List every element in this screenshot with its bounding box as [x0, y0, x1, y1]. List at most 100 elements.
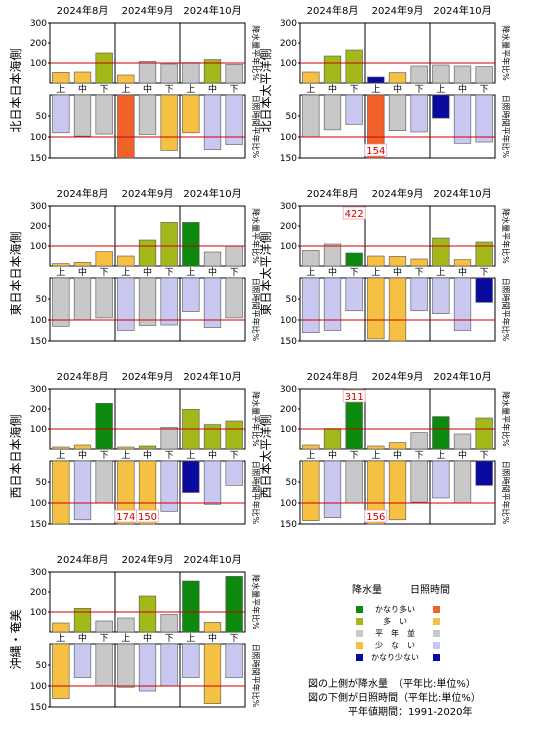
- legend-label: かなり少ない: [371, 653, 419, 662]
- legend-label: 多 い: [383, 617, 407, 626]
- sunshine-tick-label: 150: [30, 520, 47, 530]
- region-label: 東日本日本海側: [8, 231, 23, 315]
- precip-bar: [203, 251, 222, 267]
- precip-bar: [160, 222, 178, 267]
- sunshine-tick-label: 100: [30, 499, 47, 509]
- legend-note-precip: 図の上側が降水量 （平年比:単位%）: [308, 679, 476, 690]
- sunshine-tick-label: 150: [280, 520, 297, 530]
- legend-note-sunshine: 図の下側が日照時間（平年比:単位%）: [308, 693, 481, 704]
- category-label: 上: [436, 84, 445, 95]
- legend-label: 少 な い: [375, 641, 415, 650]
- sunshine-bar: [160, 643, 178, 687]
- precip-bar: [203, 424, 222, 450]
- sunshine-bar: [410, 460, 428, 503]
- category-label: 上: [121, 450, 130, 461]
- category-label: 上: [186, 450, 195, 461]
- sunshine-bar: [475, 277, 493, 303]
- precip-axis-title: 降水量平年比%: [251, 25, 261, 81]
- sunshine-axis-title: 日照時間平年比%: [251, 644, 261, 708]
- sunshine-bar: [345, 277, 363, 312]
- sunshine-bar: [323, 94, 342, 131]
- category-label: 下: [230, 451, 239, 461]
- category-label: 下: [230, 268, 239, 278]
- category-label: 中: [328, 266, 337, 278]
- legend-label: 平 年 並: [375, 629, 415, 638]
- category-label: 下: [230, 85, 239, 95]
- sunshine-bar: [73, 460, 92, 521]
- category-label: 中: [328, 449, 337, 461]
- sunshine-bar: [410, 277, 428, 312]
- precip-bar: [345, 388, 363, 450]
- sunshine-bar: [453, 277, 472, 331]
- precip-bar: [203, 59, 222, 84]
- sunshine-bar: [117, 460, 135, 525]
- precip-bar: [73, 444, 92, 450]
- category-label: 中: [393, 266, 402, 278]
- precip-bar: [388, 256, 407, 267]
- precip-bar: [432, 416, 450, 450]
- precip-tick-label: 300: [30, 202, 47, 212]
- precip-bar: [95, 620, 113, 633]
- precip-bar: [367, 76, 385, 84]
- month-label: 2024年9月: [372, 4, 424, 17]
- precip-bar: [388, 72, 407, 84]
- month-label: 2024年10月: [183, 187, 241, 200]
- sunshine-bar: [453, 460, 472, 504]
- precip-axis-title: 降水量平年比%: [251, 574, 261, 630]
- sunshine-bar: [73, 94, 92, 137]
- category-label: 上: [371, 84, 380, 95]
- category-label: 下: [350, 268, 359, 278]
- month-label: 2024年9月: [372, 187, 424, 200]
- sunshine-bar: [182, 277, 200, 312]
- category-label: 下: [415, 268, 424, 278]
- sunshine-bar: [432, 460, 450, 499]
- precip-bar: [225, 576, 243, 633]
- month-label: 2024年8月: [307, 4, 359, 17]
- precip-bar: [410, 432, 428, 450]
- category-label: 中: [393, 449, 402, 461]
- sunshine-bar: [203, 94, 222, 150]
- precip-bar: [52, 263, 70, 267]
- category-label: 中: [458, 266, 467, 278]
- precip-bar: [367, 445, 385, 450]
- sunshine-bar: [432, 94, 450, 119]
- category-label: 中: [78, 83, 87, 95]
- sunshine-bar: [182, 94, 200, 134]
- month-label: 2024年8月: [307, 370, 359, 383]
- sunshine-bar: [432, 277, 450, 315]
- month-label: 2024年10月: [433, 370, 491, 383]
- precip-tick-label: 200: [30, 405, 47, 415]
- sunshine-bar: [138, 94, 157, 135]
- category-label: 下: [480, 268, 489, 278]
- month-label: 2024年10月: [183, 4, 241, 17]
- month-label: 2024年8月: [307, 187, 359, 200]
- month-label: 2024年9月: [122, 553, 174, 566]
- category-label: 下: [230, 634, 239, 644]
- precip-tick-label: 100: [30, 425, 47, 435]
- sunshine-tick-label: 150: [30, 337, 47, 347]
- precip-bar: [52, 446, 70, 450]
- precip-bar: [453, 65, 472, 84]
- sunshine-tick-label: 50: [36, 661, 48, 671]
- sunshine-bar: [302, 94, 320, 138]
- sunshine-bar: [73, 277, 92, 321]
- sunshine-axis-title: 日照時間平年比%: [251, 278, 261, 342]
- sunshine-bar: [475, 460, 493, 486]
- category-label: 上: [371, 450, 380, 461]
- sunshine-bar: [117, 643, 135, 688]
- precip-tick-label: 200: [30, 222, 47, 232]
- month-label: 2024年10月: [183, 370, 241, 383]
- precip-bar: [95, 52, 113, 84]
- sunshine-bar: [410, 94, 428, 133]
- legend-row-less: 少 な い: [320, 640, 545, 652]
- precip-axis-title: 降水量平年比%: [251, 391, 261, 447]
- sunshine-tick-label: 50: [36, 112, 48, 122]
- value-label-box: [342, 389, 366, 403]
- precip-bar: [367, 255, 385, 267]
- month-label: 2024年8月: [57, 4, 109, 17]
- precip-bar: [323, 243, 342, 267]
